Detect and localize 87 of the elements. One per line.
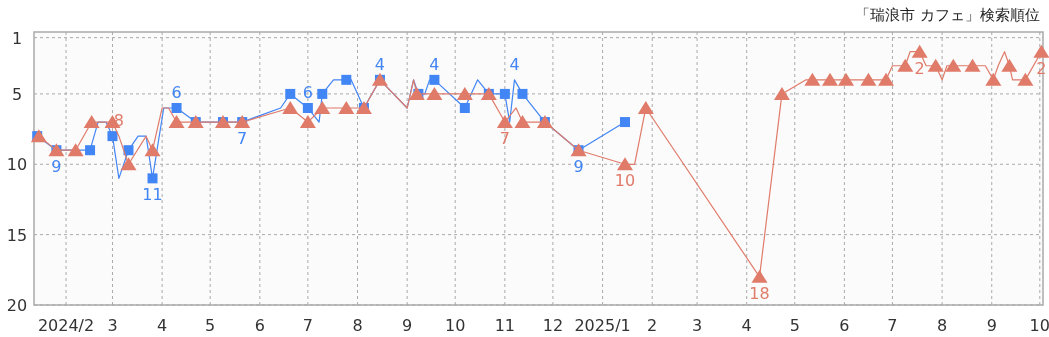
y-tick-label: 10 [6, 155, 28, 175]
point [459, 102, 470, 113]
point [637, 100, 654, 114]
x-tick-label: 8 [352, 316, 363, 335]
x-tick-label: 10 [1029, 316, 1049, 335]
annotation: 4 [429, 54, 440, 74]
annotation: 10 [614, 171, 636, 191]
y-tick-label: 15 [6, 225, 28, 245]
chart-title: 「瑞浪市 カフェ」検索順位 [855, 6, 1040, 24]
x-tick-label: 9 [986, 316, 997, 335]
point [821, 72, 838, 86]
x-tick-label: 6 [839, 316, 850, 335]
annotation: 9 [573, 157, 584, 177]
y-tick-label: 5 [11, 84, 23, 104]
point [314, 100, 331, 114]
x-tick-label: 6 [254, 316, 265, 335]
point [1033, 44, 1049, 58]
annotation: 18 [749, 283, 770, 303]
x-tick-label: 3 [691, 316, 703, 335]
x-tick-label: 7 [302, 316, 313, 335]
x-tick-label: 5 [789, 316, 800, 335]
x-tick-label: 5 [205, 316, 216, 335]
point [30, 129, 47, 143]
point [838, 72, 854, 86]
x-tick-label: 11 [494, 316, 516, 335]
point [496, 115, 513, 129]
annotation: 9 [51, 157, 62, 177]
point [302, 102, 313, 113]
point [456, 86, 473, 100]
point [860, 72, 877, 86]
x-tick-label: 9 [402, 316, 413, 335]
annotation: 2 [914, 58, 925, 78]
point [897, 58, 914, 72]
annotation: 2 [1036, 58, 1047, 78]
y-tick-label: 20 [6, 296, 28, 315]
point [338, 100, 355, 114]
point [317, 88, 328, 99]
point [1017, 72, 1034, 86]
point [299, 115, 316, 129]
point [408, 86, 425, 100]
annotation: 7 [499, 129, 510, 149]
point [804, 72, 821, 86]
annotation: 4 [509, 54, 520, 74]
annotation: 4 [374, 54, 386, 74]
point [1001, 58, 1018, 72]
x-tick-label: 8 [937, 316, 948, 335]
point [120, 157, 137, 171]
annotation: 11 [142, 185, 163, 205]
point [429, 74, 440, 85]
point [85, 145, 96, 156]
x-tick-label: 3 [107, 316, 118, 335]
x-tick-label: 2 [647, 316, 658, 335]
x-tick-label: 4 [157, 316, 168, 335]
x-tick-label: 10 [445, 316, 466, 335]
annotation: 7 [237, 129, 248, 149]
point [517, 88, 528, 99]
point [514, 115, 531, 129]
point [878, 72, 895, 86]
point [985, 72, 1002, 86]
point [83, 115, 100, 129]
x-tick-label: 4 [741, 316, 752, 335]
point [426, 86, 443, 100]
point [619, 117, 630, 128]
point [168, 115, 185, 129]
point [911, 44, 928, 58]
x-tick-label: 7 [887, 316, 898, 335]
annotation: 6 [302, 82, 313, 102]
point [499, 88, 510, 99]
point [147, 173, 158, 184]
point [144, 143, 161, 157]
annotation: 6 [171, 82, 182, 102]
point [171, 102, 182, 113]
x-tick-label: 2025/1 [574, 316, 631, 335]
x-tick-label: 2024/2 [37, 316, 95, 335]
y-tick-label: 1 [11, 28, 23, 48]
point [773, 86, 790, 100]
point [282, 100, 299, 114]
point [67, 143, 84, 157]
point [945, 58, 962, 72]
point [964, 58, 981, 72]
point [341, 74, 352, 85]
x-tick-label: 12 [542, 316, 564, 335]
point [285, 88, 296, 99]
point [107, 131, 118, 142]
point [927, 58, 944, 72]
point [616, 157, 633, 171]
point [123, 145, 134, 156]
